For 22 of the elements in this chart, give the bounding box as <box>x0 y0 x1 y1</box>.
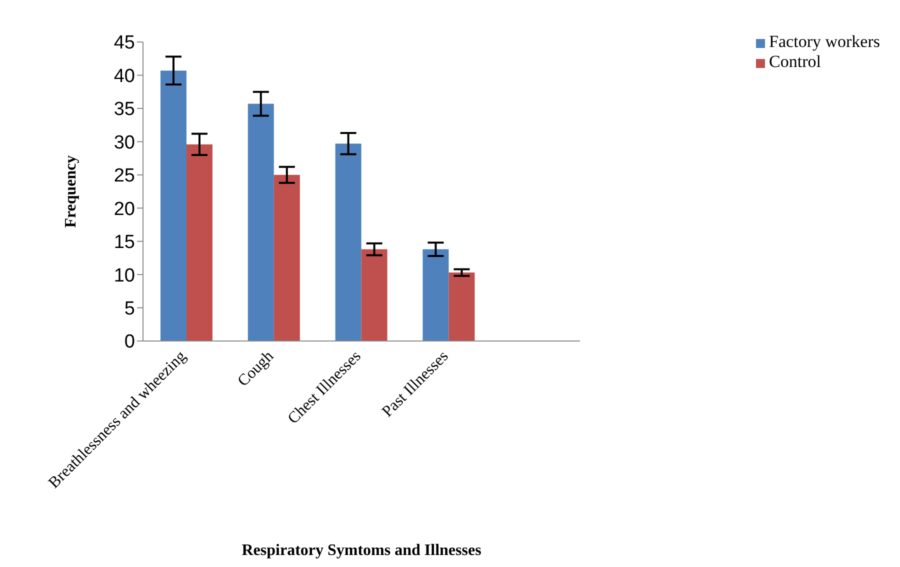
legend-label: Control <box>769 52 821 71</box>
legend-label: Factory workers <box>769 32 880 51</box>
bar <box>274 174 300 341</box>
bar <box>160 70 186 341</box>
bar <box>448 272 475 341</box>
y-tick-label: 25 <box>114 166 135 187</box>
y-tick-label: 0 <box>124 332 135 353</box>
y-tick-label: 15 <box>114 232 135 254</box>
y-tick-label: 20 <box>114 198 135 220</box>
y-tick-label: 35 <box>114 99 135 120</box>
y-tick-label: 5 <box>124 298 135 320</box>
y-tick-label: 10 <box>114 265 135 286</box>
bar <box>248 104 274 341</box>
y-tick-label: 45 <box>114 32 135 54</box>
bar <box>186 144 212 341</box>
bar <box>335 144 362 341</box>
y-tick-label: 30 <box>114 132 135 154</box>
x-axis-title: Respiratory Symtoms and Illnesses <box>242 542 482 559</box>
bar <box>361 249 388 341</box>
y-tick-label: 40 <box>114 66 135 87</box>
y-axis-title: Frequency <box>62 155 80 228</box>
bar <box>422 249 449 341</box>
